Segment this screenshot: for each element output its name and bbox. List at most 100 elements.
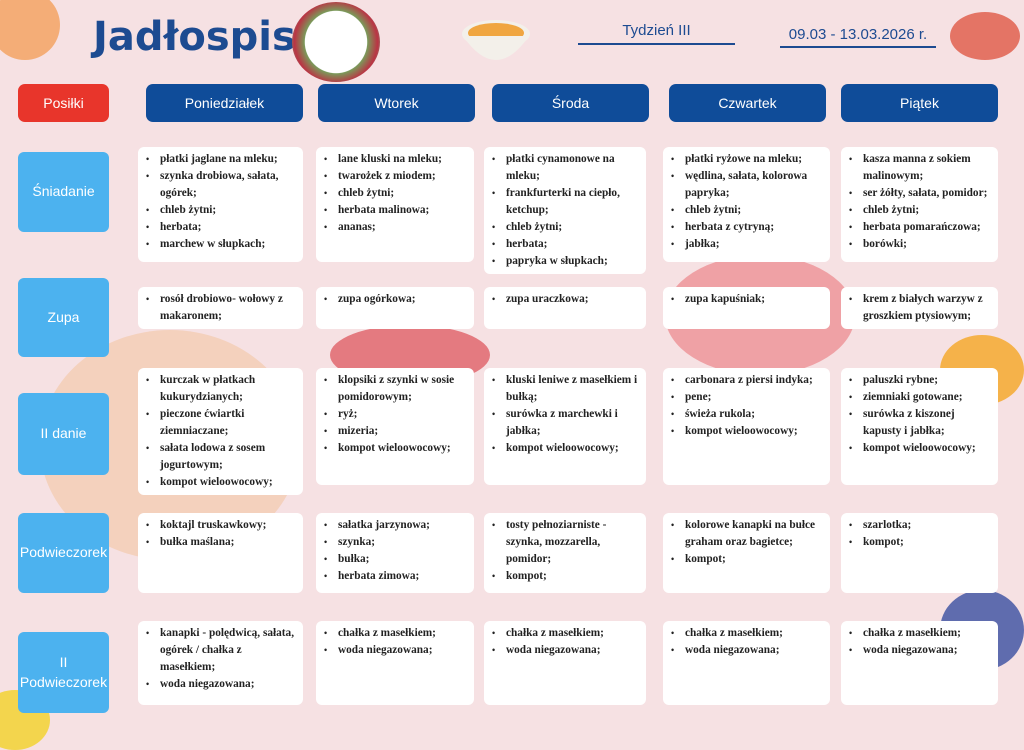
- menu-item: wędlina, sałata, kolorowa papryka;: [671, 168, 824, 202]
- menu-item: kompot wieloowocowy;: [324, 440, 468, 457]
- menu-item: woda niegazowana;: [146, 676, 297, 693]
- menu-item: sałatka jarzynowa;: [324, 517, 468, 534]
- menu-item: szynka;: [324, 534, 468, 551]
- menu-item: kolorowe kanapki na bułce graham oraz ba…: [671, 517, 824, 551]
- day-header-monday: Poniedziałek: [146, 84, 303, 122]
- menu-item: herbata;: [492, 236, 640, 253]
- menu-item: pieczone ćwiartki ziemniaczane;: [146, 406, 297, 440]
- menu-cell: szarlotka;kompot;: [841, 513, 998, 593]
- menu-item: bułka;: [324, 551, 468, 568]
- menu-cell: chałka z masełkiem;woda niegazowana;: [484, 621, 646, 705]
- menu-list: carbonara z piersi indyka;pene;świeża ru…: [671, 372, 824, 440]
- menu-list: paluszki rybne;ziemniaki gotowane;surówk…: [849, 372, 992, 457]
- menu-list: chałka z masełkiem;woda niegazowana;: [849, 625, 992, 659]
- menu-item: chleb żytni;: [849, 202, 992, 219]
- menu-item: zupa ogórkowa;: [324, 291, 468, 308]
- menu-cell: płatki cynamonowe na mleku;frankfurterki…: [484, 147, 646, 274]
- menu-item: twarożek z miodem;: [324, 168, 468, 185]
- menu-item: ziemniaki gotowane;: [849, 389, 992, 406]
- menu-item: płatki ryżowe na mleku;: [671, 151, 824, 168]
- menu-item: ryż;: [324, 406, 468, 423]
- menu-item: kompot wieloowocowy;: [492, 440, 640, 457]
- day-header-tuesday: Wtorek: [318, 84, 475, 122]
- menu-cell: kanapki - polędwicą, sałata, ogórek / ch…: [138, 621, 303, 705]
- menu-item: woda niegazowana;: [671, 642, 824, 659]
- menu-item: ananas;: [324, 219, 468, 236]
- date-range: 09.03 - 13.03.2026 r.: [780, 26, 936, 48]
- menu-item: chleb żytni;: [146, 202, 297, 219]
- menu-cell: sałatka jarzynowa;szynka;bułka;herbata z…: [316, 513, 474, 593]
- day-header-friday: Piątek: [841, 84, 998, 122]
- menu-list: kolorowe kanapki na bułce graham oraz ba…: [671, 517, 824, 568]
- menu-item: klopsiki z szynki w sosie pomidorowym;: [324, 372, 468, 406]
- menu-item: chleb żytni;: [324, 185, 468, 202]
- row-label: II danie: [18, 393, 109, 475]
- menu-item: woda niegazowana;: [492, 642, 640, 659]
- menu-list: chałka z masełkiem;woda niegazowana;: [671, 625, 824, 659]
- menu-cell: rosół drobiowo- wołowy z makaronem;: [138, 287, 303, 329]
- row-label: Zupa: [18, 278, 109, 357]
- day-header-wednesday: Środa: [492, 84, 649, 122]
- menu-item: pene;: [671, 389, 824, 406]
- menu-item: borówki;: [849, 236, 992, 253]
- menu-item: herbata zimowa;: [324, 568, 468, 585]
- menu-item: kluski leniwe z masełkiem i bułką;: [492, 372, 640, 406]
- menu-item: świeża rukola;: [671, 406, 824, 423]
- menu-item: herbata z cytryną;: [671, 219, 824, 236]
- menu-cell: zupa kapuśniak;: [663, 287, 830, 329]
- menu-item: tosty pełnoziarniste - szynka, mozzarell…: [492, 517, 640, 568]
- menu-item: kompot wieloowocowy;: [849, 440, 992, 457]
- menu-item: paluszki rybne;: [849, 372, 992, 389]
- menu-item: chleb żytni;: [492, 219, 640, 236]
- menu-item: kurczak w płatkach kukurydzianych;: [146, 372, 297, 406]
- menu-item: sałata lodowa z sosem jogurtowym;: [146, 440, 297, 474]
- menu-item: frankfurterki na ciepło, ketchup;: [492, 185, 640, 219]
- menu-item: szynka drobiowa, sałata, ogórek;: [146, 168, 297, 202]
- week-label: Tydzień III: [578, 22, 735, 45]
- menu-item: kompot wieloowocowy;: [671, 423, 824, 440]
- peach-decoration: [0, 0, 60, 60]
- menu-item: płatki cynamonowe na mleku;: [492, 151, 640, 185]
- menu-list: tosty pełnoziarniste - szynka, mozzarell…: [492, 517, 640, 585]
- soup-bowl-icon: [462, 20, 530, 60]
- menu-item: bułka maślana;: [146, 534, 297, 551]
- menu-item: rosół drobiowo- wołowy z makaronem;: [146, 291, 297, 325]
- day-header-thursday: Czwartek: [669, 84, 826, 122]
- menu-cell: płatki jaglane na mleku;szynka drobiowa,…: [138, 147, 303, 262]
- kindergarten-logo: [292, 2, 380, 82]
- menu-item: surówka z kiszonej kapusty i jabłka;: [849, 406, 992, 440]
- menu-list: chałka z masełkiem;woda niegazowana;: [324, 625, 468, 659]
- menu-list: chałka z masełkiem;woda niegazowana;: [492, 625, 640, 659]
- menu-cell: klopsiki z szynki w sosie pomidorowym;ry…: [316, 368, 474, 485]
- menu-cell: kolorowe kanapki na bułce graham oraz ba…: [663, 513, 830, 593]
- menu-list: kanapki - polędwicą, sałata, ogórek / ch…: [146, 625, 297, 693]
- menu-item: zupa uraczkowa;: [492, 291, 640, 308]
- menu-cell: krem z białych warzyw z groszkiem ptysio…: [841, 287, 998, 329]
- menu-list: zupa kapuśniak;: [671, 291, 824, 308]
- menu-item: lane kluski na mleku;: [324, 151, 468, 168]
- menu-list: płatki jaglane na mleku;szynka drobiowa,…: [146, 151, 297, 253]
- menu-item: herbata malinowa;: [324, 202, 468, 219]
- menu-list: klopsiki z szynki w sosie pomidorowym;ry…: [324, 372, 468, 457]
- menu-cell: koktajl truskawkowy;bułka maślana;: [138, 513, 303, 593]
- menu-list: lane kluski na mleku;twarożek z miodem;c…: [324, 151, 468, 236]
- menu-list: płatki ryżowe na mleku;wędlina, sałata, …: [671, 151, 824, 253]
- meals-header: Posiłki: [18, 84, 109, 122]
- menu-item: carbonara z piersi indyka;: [671, 372, 824, 389]
- menu-item: krem z białych warzyw z groszkiem ptysio…: [849, 291, 992, 325]
- menu-cell: chałka z masełkiem;woda niegazowana;: [841, 621, 998, 705]
- menu-item: surówka z marchewki i jabłka;: [492, 406, 640, 440]
- menu-item: chałka z masełkiem;: [492, 625, 640, 642]
- menu-cell: tosty pełnoziarniste - szynka, mozzarell…: [484, 513, 646, 593]
- menu-item: kasza manna z sokiem malinowym;: [849, 151, 992, 185]
- menu-cell: kluski leniwe z masełkiem i bułką;surówk…: [484, 368, 646, 485]
- menu-list: kluski leniwe z masełkiem i bułką;surówk…: [492, 372, 640, 457]
- menu-item: marchew w słupkach;: [146, 236, 297, 253]
- menu-item: chałka z masełkiem;: [671, 625, 824, 642]
- menu-list: sałatka jarzynowa;szynka;bułka;herbata z…: [324, 517, 468, 585]
- menu-item: woda niegazowana;: [324, 642, 468, 659]
- menu-list: kurczak w płatkach kukurydzianych;pieczo…: [146, 372, 297, 491]
- menu-item: zupa kapuśniak;: [671, 291, 824, 308]
- row-label: Podwieczorek: [18, 513, 109, 593]
- menu-cell: zupa uraczkowa;: [484, 287, 646, 329]
